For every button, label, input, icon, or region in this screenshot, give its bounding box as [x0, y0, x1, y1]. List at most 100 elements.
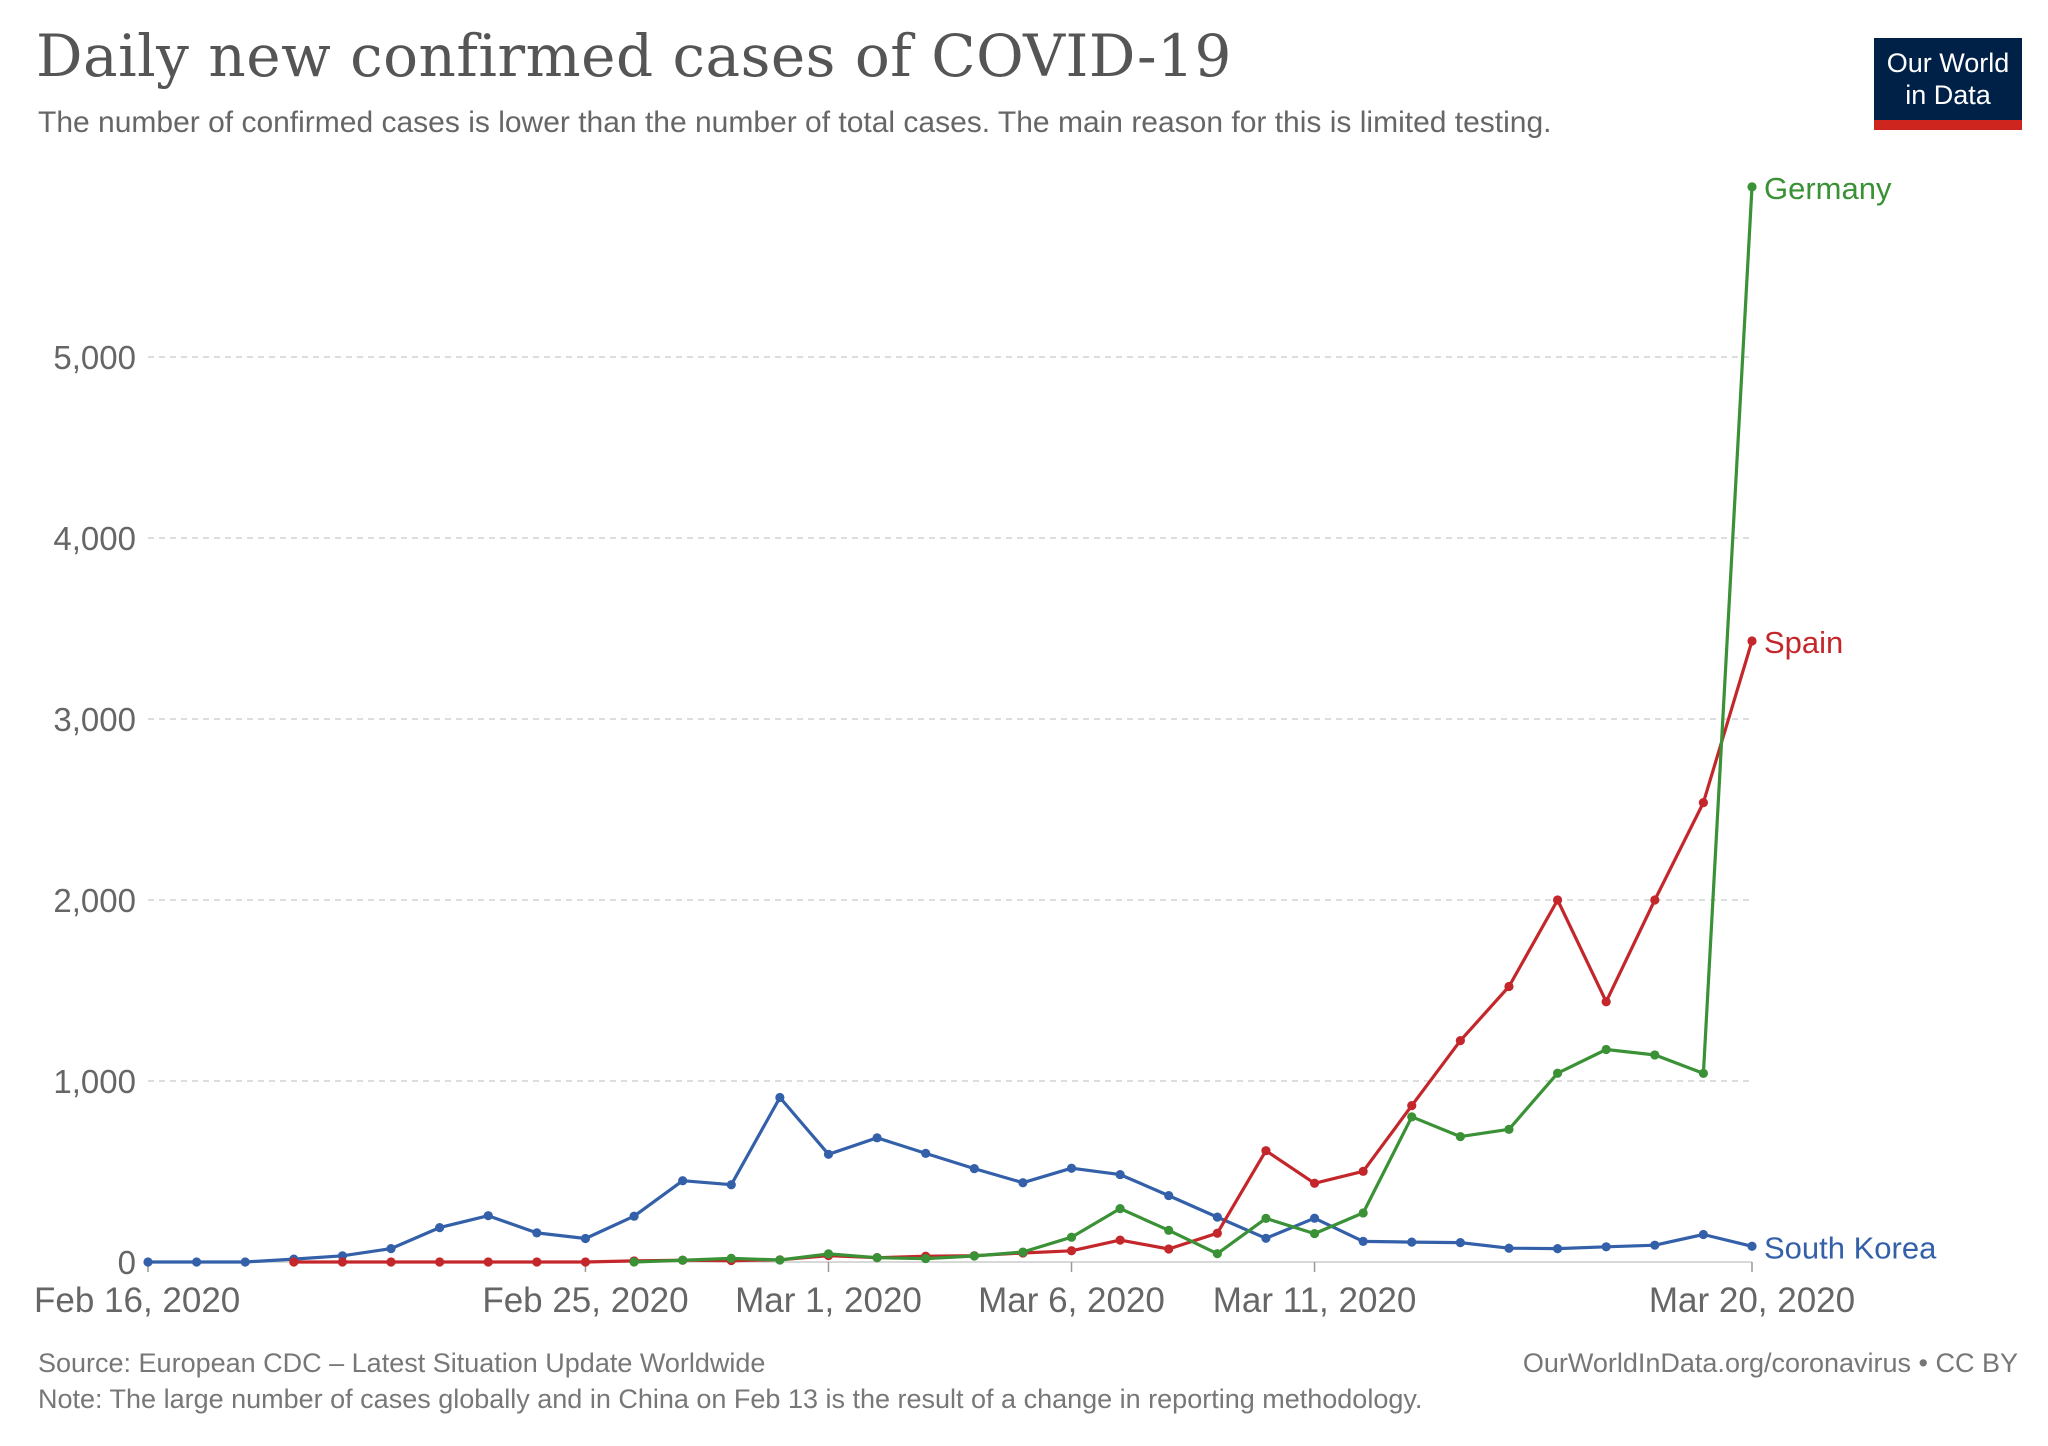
data-point	[824, 1150, 833, 1159]
data-point	[727, 1180, 736, 1189]
series-labels: South Korea Spain Germany	[1764, 171, 1937, 1265]
series-lines	[143, 182, 1756, 1266]
data-point	[1310, 1229, 1319, 1238]
data-point	[386, 1244, 395, 1253]
data-point	[484, 1211, 493, 1220]
data-point	[1116, 1235, 1125, 1244]
x-tick-label: Feb 25, 2020	[482, 1281, 688, 1320]
series-label: Germany	[1764, 171, 1892, 206]
data-point	[241, 1257, 250, 1266]
data-point	[484, 1257, 493, 1266]
data-point	[1699, 1230, 1708, 1239]
data-point	[678, 1176, 687, 1185]
data-point	[1164, 1226, 1173, 1235]
data-point	[1650, 1050, 1659, 1059]
data-point	[1261, 1146, 1270, 1155]
data-point	[1456, 1132, 1465, 1141]
data-point	[1359, 1208, 1368, 1217]
data-point	[1456, 1036, 1465, 1045]
data-point	[192, 1257, 201, 1266]
data-point	[1164, 1244, 1173, 1253]
data-point	[921, 1254, 930, 1263]
data-point	[1116, 1170, 1125, 1179]
data-point	[970, 1251, 979, 1260]
data-point	[435, 1223, 444, 1232]
source-url[interactable]: OurWorldInData.org/coronavirus • CC BY	[1523, 1348, 2018, 1379]
axes: 0 1,000 2,000 3,000 4,000 5,000 Feb 16, 2020 Fe…	[34, 339, 1855, 1320]
data-point	[1504, 1125, 1513, 1134]
data-point	[1310, 1179, 1319, 1188]
data-point	[1553, 1069, 1562, 1078]
data-point	[1310, 1214, 1319, 1223]
x-tick-label: Mar 1, 2020	[735, 1281, 922, 1320]
data-point	[775, 1255, 784, 1264]
y-tick-label: 4,000	[53, 520, 136, 557]
data-point	[532, 1228, 541, 1237]
data-point	[143, 1257, 152, 1266]
data-point	[1504, 1244, 1513, 1253]
data-point	[1650, 895, 1659, 904]
data-point	[1747, 636, 1756, 645]
series-line	[294, 641, 1752, 1262]
data-point	[1699, 1069, 1708, 1078]
data-point	[1213, 1249, 1222, 1258]
data-point	[872, 1133, 881, 1142]
data-point	[629, 1257, 638, 1266]
series-label: South Korea	[1764, 1230, 1937, 1265]
data-point	[1067, 1246, 1076, 1255]
data-point	[1504, 982, 1513, 991]
data-point	[1602, 1045, 1611, 1054]
data-point	[1699, 798, 1708, 807]
data-point	[1067, 1164, 1076, 1173]
data-point	[1407, 1237, 1416, 1246]
data-point	[289, 1257, 298, 1266]
data-point	[435, 1257, 444, 1266]
data-point	[824, 1249, 833, 1258]
source-note: Source: European CDC – Latest Situation …	[38, 1348, 765, 1379]
data-point	[1553, 1244, 1562, 1253]
methodology-note: Note: The large number of cases globally…	[38, 1384, 1422, 1415]
x-tick-label: Mar 6, 2020	[978, 1281, 1165, 1320]
data-point	[1359, 1167, 1368, 1176]
data-point	[970, 1164, 979, 1173]
data-point	[1018, 1247, 1027, 1256]
data-point	[629, 1212, 638, 1221]
data-point	[532, 1257, 541, 1266]
data-point	[1407, 1101, 1416, 1110]
x-tick-label: Mar 11, 2020	[1213, 1281, 1417, 1320]
data-point	[1261, 1234, 1270, 1243]
data-point	[921, 1149, 930, 1158]
data-point	[1067, 1233, 1076, 1242]
data-point	[1407, 1112, 1416, 1121]
y-tick-label: 1,000	[53, 1063, 136, 1100]
series-line	[634, 187, 1752, 1262]
data-point	[1359, 1237, 1368, 1246]
line-chart: 0 1,000 2,000 3,000 4,000 5,000 Feb 16, 2020 Fe…	[0, 0, 2048, 1340]
data-point	[678, 1256, 687, 1265]
data-point	[581, 1257, 590, 1266]
data-point	[1116, 1204, 1125, 1213]
data-point	[1553, 895, 1562, 904]
y-tick-label: 5,000	[53, 339, 136, 376]
data-point	[338, 1257, 347, 1266]
data-point	[1213, 1213, 1222, 1222]
y-tick-label: 0	[118, 1244, 136, 1281]
data-point	[1213, 1229, 1222, 1238]
data-point	[1164, 1191, 1173, 1200]
series-line	[148, 1098, 1752, 1263]
data-point	[1018, 1178, 1027, 1187]
data-point	[1747, 1242, 1756, 1251]
x-tick-label: Feb 16, 2020	[34, 1281, 240, 1320]
y-tick-label: 3,000	[53, 701, 136, 738]
data-point	[775, 1093, 784, 1102]
data-point	[1261, 1214, 1270, 1223]
data-point	[1602, 997, 1611, 1006]
data-point	[1650, 1241, 1659, 1250]
series-label: Spain	[1764, 625, 1843, 660]
data-point	[581, 1234, 590, 1243]
y-tick-label: 2,000	[53, 882, 136, 919]
gridlines	[148, 357, 1752, 1081]
data-point	[872, 1253, 881, 1262]
x-tick-label: Mar 20, 2020	[1649, 1281, 1855, 1320]
data-point	[1456, 1238, 1465, 1247]
